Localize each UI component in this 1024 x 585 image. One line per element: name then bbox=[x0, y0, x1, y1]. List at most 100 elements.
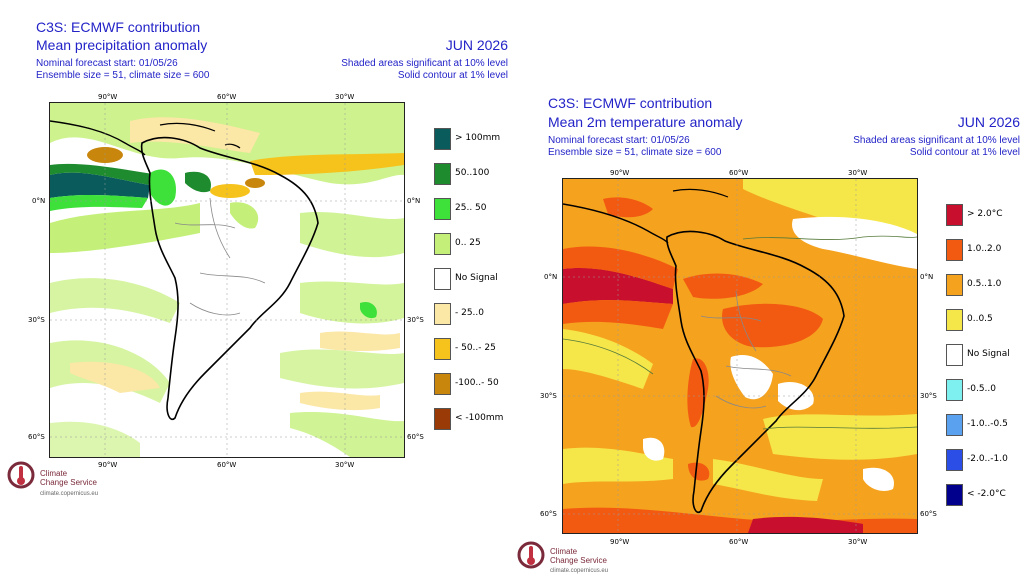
logo-text-line2: Change Service bbox=[550, 556, 607, 565]
temp-legend-swatch bbox=[946, 204, 963, 226]
precip-contour-note: Solid contour at 1% level bbox=[397, 70, 508, 81]
temp-ensemble-size: Ensemble size = 51, climate size = 600 bbox=[548, 147, 722, 158]
temp-lat-label-right-30s: 30°S bbox=[920, 392, 937, 400]
logo-url: climate.copernicus.eu bbox=[550, 568, 609, 574]
precip-legend-swatch bbox=[434, 128, 451, 150]
precip-legend-label: -100..- 50 bbox=[455, 378, 499, 388]
climate-logo-icon bbox=[7, 461, 35, 489]
temp-legend-label: -2.0..-1.0 bbox=[967, 454, 1008, 464]
temp-month: JUN 2026 bbox=[957, 114, 1020, 130]
precip-legend-item: 50..100 bbox=[434, 163, 544, 185]
precip-legend-label: 50..100 bbox=[455, 168, 490, 178]
precip-lon-label-bottom-60w: 60°W bbox=[217, 461, 237, 469]
temp-legend-swatch bbox=[946, 414, 963, 436]
temp-legend-swatch bbox=[946, 309, 963, 331]
precip-lon-label-top-30w: 30°W bbox=[335, 93, 355, 101]
temp-lat-label-left-30s: 30°S bbox=[540, 392, 557, 400]
precip-legend-item: No Signal bbox=[434, 268, 544, 290]
temp-significance-note: Shaded areas significant at 10% level bbox=[853, 135, 1020, 146]
temp-lat-label-left-0n: 0°N bbox=[544, 273, 558, 281]
temp-lat-label-left-60s: 60°S bbox=[540, 510, 557, 518]
precip-legend-item: 25.. 50 bbox=[434, 198, 544, 220]
temp-lat-label-right-0n: 0°N bbox=[920, 273, 934, 281]
temp-legend-item: 1.0..2.0 bbox=[946, 239, 1024, 261]
temp-legend-label: > 2.0°C bbox=[967, 209, 1003, 219]
temp-legend-label: 0.5..1.0 bbox=[967, 279, 1002, 289]
temp-lat-label-right-60s: 60°S bbox=[920, 510, 937, 518]
precip-lat-label-left-60s: 60°S bbox=[28, 433, 45, 441]
temp-legend-label: -0.5..0 bbox=[967, 384, 997, 394]
precip-legend-item: -100..- 50 bbox=[434, 373, 544, 395]
temp-lon-label-bottom-90w: 90°W bbox=[610, 538, 630, 546]
temp-title-line2: Mean 2m temperature anomaly bbox=[548, 114, 743, 130]
precip-lat-label-left-0n: 0°N bbox=[32, 197, 46, 205]
precip-lat-label-left-30s: 30°S bbox=[28, 316, 45, 324]
temp-legend-item: -0.5..0 bbox=[946, 379, 1024, 401]
temp-legend-label: < -2.0°C bbox=[967, 489, 1006, 499]
temp-contour-note: Solid contour at 1% level bbox=[909, 147, 1020, 158]
temp-anomaly-map bbox=[562, 178, 918, 534]
temp-legend-label: 0..0.5 bbox=[967, 314, 993, 324]
precip-lat-label-right-30s: 30°S bbox=[407, 316, 424, 324]
precip-month: JUN 2026 bbox=[445, 37, 508, 53]
precip-legend-swatch bbox=[434, 408, 451, 430]
precip-legend-label: 0.. 25 bbox=[455, 238, 481, 248]
precip-legend-label: - 25..0 bbox=[455, 308, 485, 318]
precip-legend-label: - 50..- 25 bbox=[455, 343, 496, 353]
precip-nominal-start: Nominal forecast start: 01/05/26 bbox=[36, 58, 178, 69]
temp-legend-item: 0..0.5 bbox=[946, 309, 1024, 331]
precip-legend-item: > 100mm bbox=[434, 128, 544, 150]
temp-lon-label-top-90w: 90°W bbox=[610, 169, 630, 177]
precip-legend-item: < -100mm bbox=[434, 408, 544, 430]
temp-legend-item: -2.0..-1.0 bbox=[946, 449, 1024, 471]
precip-legend-swatch bbox=[434, 233, 451, 255]
precip-significance-note: Shaded areas significant at 10% level bbox=[341, 58, 508, 69]
logo-text-line2: Change Service bbox=[40, 478, 97, 487]
logo-text-line1: Climate bbox=[550, 547, 578, 556]
precip-anomaly-map bbox=[49, 102, 405, 458]
temp-lon-label-bottom-60w: 60°W bbox=[729, 538, 749, 546]
precip-lon-label-bottom-30w: 30°W bbox=[335, 461, 355, 469]
precip-legend-swatch bbox=[434, 303, 451, 325]
precip-lon-label-top-60w: 60°W bbox=[217, 93, 237, 101]
precip-lat-label-right-60s: 60°S bbox=[407, 433, 424, 441]
precip-legend-swatch bbox=[434, 163, 451, 185]
temp-legend-label: No Signal bbox=[967, 349, 1010, 359]
precip-legend-label: 25.. 50 bbox=[455, 203, 487, 213]
precip-legend-label: No Signal bbox=[455, 273, 498, 283]
logo-text-line1: Climate bbox=[40, 469, 68, 478]
precip-legend-label: > 100mm bbox=[455, 133, 501, 143]
temp-legend-swatch bbox=[946, 449, 963, 471]
precip-legend-label: < -100mm bbox=[455, 413, 504, 423]
precip-legend-swatch bbox=[434, 338, 451, 360]
precip-legend-swatch bbox=[434, 373, 451, 395]
temp-legend-label: -1.0..-0.5 bbox=[967, 419, 1008, 429]
temp-title-line1: C3S: ECMWF contribution bbox=[548, 95, 713, 111]
climate-logo-icon bbox=[517, 541, 545, 569]
temp-legend-swatch bbox=[946, 239, 963, 261]
precip-lat-label-right-0n: 0°N bbox=[407, 197, 421, 205]
temp-lon-label-bottom-30w: 30°W bbox=[848, 538, 868, 546]
precip-legend-swatch bbox=[434, 198, 451, 220]
precip-lon-label-top-90w: 90°W bbox=[98, 93, 118, 101]
temp-nominal-start: Nominal forecast start: 01/05/26 bbox=[548, 135, 690, 146]
temp-legend-swatch bbox=[946, 379, 963, 401]
precip-ensemble-size: Ensemble size = 51, climate size = 600 bbox=[36, 70, 210, 81]
temp-legend-item: -1.0..-0.5 bbox=[946, 414, 1024, 436]
copernicus-logo-left: Climate Change Service climate.copernicu… bbox=[6, 460, 126, 500]
temp-legend-item: > 2.0°C bbox=[946, 204, 1024, 226]
temp-legend-swatch bbox=[946, 484, 963, 506]
precip-title-line2: Mean precipitation anomaly bbox=[36, 37, 208, 53]
precip-legend-item: 0.. 25 bbox=[434, 233, 544, 255]
temp-legend-label: 1.0..2.0 bbox=[967, 244, 1002, 254]
logo-url: climate.copernicus.eu bbox=[40, 491, 99, 497]
temp-legend-item: No Signal bbox=[946, 344, 1024, 366]
precip-legend-item: - 50..- 25 bbox=[434, 338, 544, 360]
copernicus-logo-right: Climate Change Service climate.copernicu… bbox=[516, 540, 636, 580]
temp-lon-label-top-60w: 60°W bbox=[729, 169, 749, 177]
temp-lon-label-top-30w: 30°W bbox=[848, 169, 868, 177]
precip-title-line1: C3S: ECMWF contribution bbox=[36, 19, 201, 35]
precip-lon-label-bottom-90w: 90°W bbox=[98, 461, 118, 469]
precip-legend-item: - 25..0 bbox=[434, 303, 544, 325]
temp-legend-swatch bbox=[946, 344, 963, 366]
